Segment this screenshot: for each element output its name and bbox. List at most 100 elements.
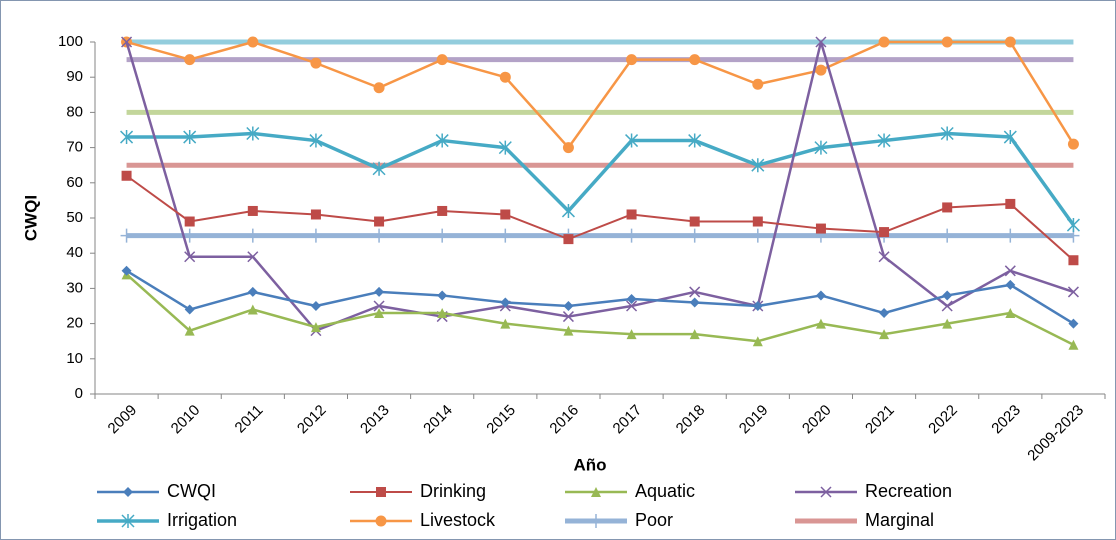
marker: [751, 158, 765, 173]
marker: [815, 36, 827, 48]
marker: [689, 216, 700, 227]
series-line: [126, 40, 1075, 149]
marker: [563, 325, 574, 336]
marker: [941, 36, 953, 48]
marker: [121, 265, 132, 276]
y-tick-label: 60: [66, 174, 83, 191]
marker: [1004, 36, 1016, 48]
legend-label: Recreation: [865, 481, 952, 501]
marker: [499, 71, 511, 83]
marker: [942, 318, 953, 329]
marker: [372, 161, 386, 176]
legend-label: Aquatic: [635, 481, 695, 501]
marker: [752, 78, 764, 90]
marker: [689, 297, 700, 308]
marker: [310, 57, 322, 69]
marker: [878, 251, 890, 263]
series-line: [125, 269, 1075, 325]
marker: [373, 300, 385, 312]
marker: [374, 216, 385, 227]
marker: [940, 126, 954, 141]
marker: [247, 36, 259, 48]
marker: [563, 234, 574, 245]
y-axis-title: CWQI: [21, 195, 40, 241]
marker: [246, 228, 259, 243]
marker: [689, 329, 700, 340]
y-tick-label: 0: [75, 385, 83, 402]
marker: [752, 336, 763, 347]
marker: [184, 251, 196, 263]
marker: [375, 515, 387, 527]
marker: [591, 487, 601, 497]
marker: [436, 54, 448, 66]
marker: [1067, 286, 1079, 298]
marker: [247, 205, 258, 216]
marker: [1004, 228, 1017, 243]
marker: [878, 36, 890, 48]
marker: [500, 209, 511, 220]
marker: [500, 318, 511, 329]
marker: [1004, 265, 1016, 277]
marker: [310, 322, 321, 333]
marker: [688, 133, 702, 148]
y-tick-label: 10: [66, 350, 83, 367]
marker: [626, 293, 637, 304]
marker: [942, 202, 953, 213]
marker: [374, 308, 385, 319]
marker: [373, 82, 385, 94]
marker: [625, 228, 638, 243]
marker: [184, 325, 195, 336]
marker: [120, 228, 133, 243]
marker: [561, 203, 575, 218]
marker: [435, 133, 449, 148]
marker: [815, 223, 826, 234]
marker: [626, 54, 638, 66]
marker: [689, 54, 701, 66]
marker: [121, 170, 132, 181]
y-tick-label: 50: [66, 209, 83, 226]
marker: [499, 228, 512, 243]
marker: [1066, 218, 1080, 233]
marker: [688, 228, 701, 243]
marker: [1068, 255, 1079, 266]
marker: [183, 228, 196, 243]
marker: [1003, 130, 1017, 145]
marker: [123, 487, 133, 497]
marker: [184, 54, 196, 66]
legend-label: Drinking: [420, 481, 486, 501]
marker: [498, 140, 512, 155]
y-tick-label: 80: [66, 103, 83, 120]
y-tick-label: 70: [66, 139, 83, 156]
marker: [689, 286, 701, 298]
marker: [247, 286, 258, 297]
marker: [942, 290, 953, 301]
marker: [879, 308, 890, 319]
x-axis-title: Año: [573, 455, 606, 474]
marker: [751, 228, 764, 243]
marker: [752, 301, 763, 311]
marker: [941, 300, 953, 312]
legend-label: Marginal: [865, 510, 934, 530]
marker: [437, 290, 448, 301]
marker: [1068, 339, 1079, 350]
marker: [184, 216, 195, 227]
marker: [121, 36, 133, 48]
marker: [310, 209, 321, 220]
marker: [815, 318, 826, 329]
marker: [437, 205, 448, 216]
marker: [500, 297, 511, 308]
marker: [815, 290, 826, 301]
y-tick-label: 20: [66, 315, 83, 332]
marker: [1005, 308, 1016, 319]
legend-label: Irrigation: [167, 510, 237, 530]
marker: [309, 228, 322, 243]
marker: [436, 228, 449, 243]
marker: [246, 126, 260, 141]
marker: [374, 286, 385, 297]
marker: [309, 133, 323, 148]
marker: [941, 228, 954, 243]
y-tick-label: 30: [66, 279, 83, 296]
legend-label: CWQI: [167, 481, 216, 501]
